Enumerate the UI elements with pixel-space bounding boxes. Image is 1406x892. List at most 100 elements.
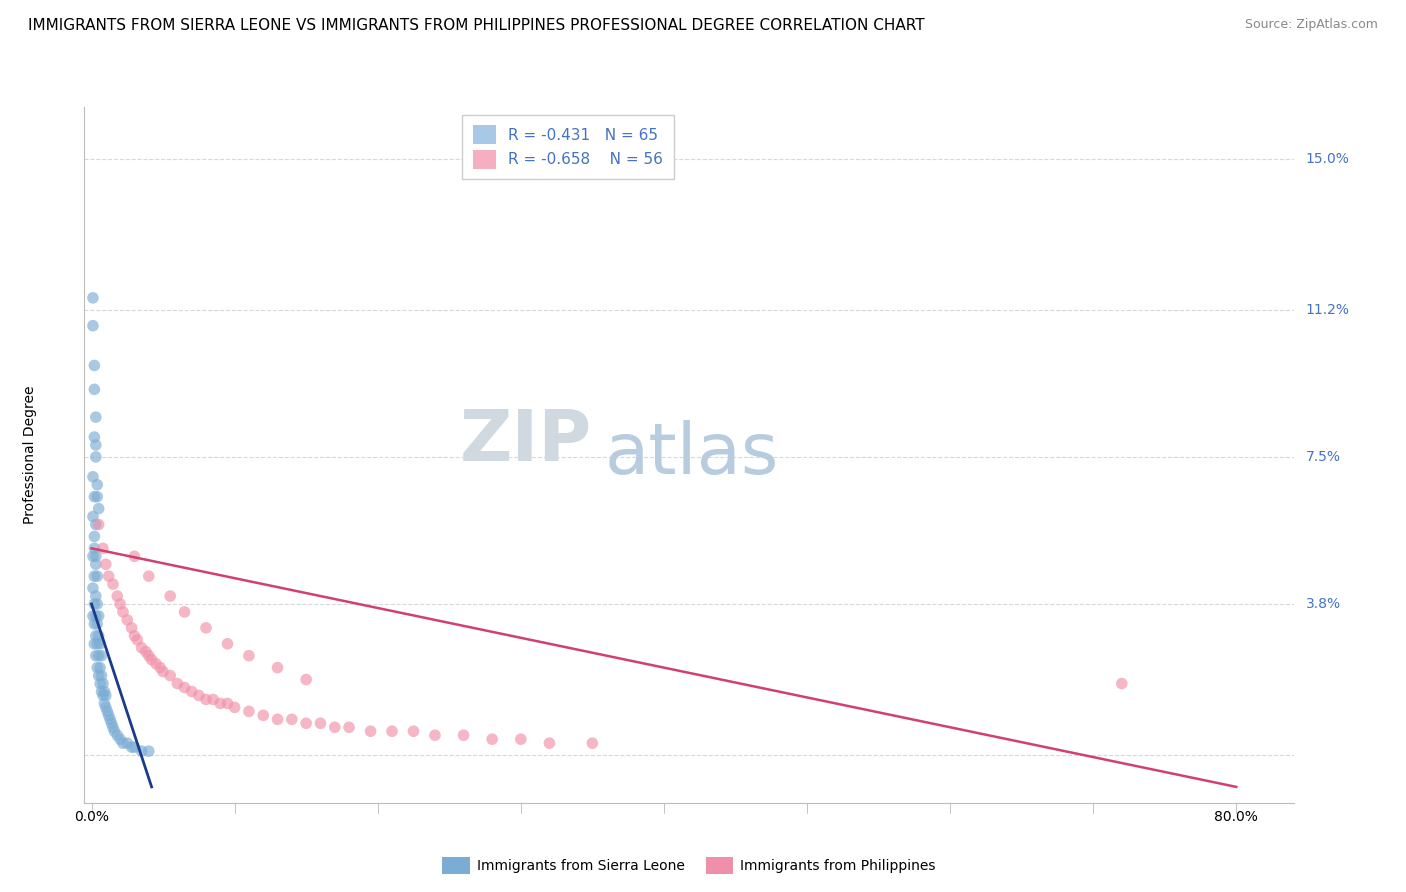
Point	[481, 732, 503, 747]
Point	[94, 558, 117, 572]
Point	[159, 589, 181, 603]
Point	[111, 605, 134, 619]
Text: 3.8%: 3.8%	[1306, 597, 1341, 611]
Point	[86, 660, 108, 674]
Point	[91, 676, 114, 690]
Point	[295, 716, 318, 731]
Point	[91, 541, 114, 556]
Point	[195, 692, 218, 706]
Point	[266, 660, 288, 674]
Point	[94, 689, 117, 703]
Point	[266, 712, 288, 726]
Point	[84, 549, 107, 564]
Point	[224, 700, 246, 714]
Point	[86, 597, 108, 611]
Point	[83, 616, 105, 631]
Point	[90, 684, 112, 698]
Point	[145, 657, 167, 671]
Point	[180, 684, 202, 698]
Point	[121, 740, 143, 755]
Point	[97, 569, 120, 583]
Point	[89, 676, 111, 690]
Point	[83, 529, 105, 543]
Point	[100, 716, 122, 731]
Point	[97, 708, 120, 723]
Text: IMMIGRANTS FROM SIERRA LEONE VS IMMIGRANTS FROM PHILIPPINES PROFESSIONAL DEGREE : IMMIGRANTS FROM SIERRA LEONE VS IMMIGRAN…	[28, 18, 925, 33]
Point	[90, 648, 112, 663]
Point	[117, 736, 139, 750]
Text: Source: ZipAtlas.com: Source: ZipAtlas.com	[1244, 18, 1378, 31]
Point	[131, 744, 153, 758]
Point	[101, 720, 124, 734]
Point	[83, 569, 105, 583]
Point	[96, 704, 118, 718]
Point	[90, 668, 112, 682]
Text: ZIP: ZIP	[460, 407, 592, 475]
Point	[117, 613, 139, 627]
Point	[238, 704, 260, 718]
Point	[131, 640, 153, 655]
Point	[173, 605, 195, 619]
Point	[127, 632, 149, 647]
Point	[423, 728, 446, 742]
Point	[83, 359, 105, 373]
Text: 80.0%: 80.0%	[1215, 810, 1258, 823]
Point	[217, 697, 239, 711]
Point	[152, 665, 174, 679]
Point	[159, 668, 181, 682]
Point	[108, 732, 131, 747]
Point	[138, 569, 160, 583]
Point	[86, 616, 108, 631]
Point	[87, 629, 110, 643]
Point	[149, 660, 172, 674]
Point	[86, 637, 108, 651]
Point	[581, 736, 603, 750]
Point	[82, 549, 104, 564]
Point	[309, 716, 332, 731]
Point	[86, 490, 108, 504]
Point	[187, 689, 209, 703]
Point	[402, 724, 425, 739]
Point	[91, 689, 114, 703]
Point	[83, 637, 105, 651]
Point	[86, 569, 108, 583]
Point	[82, 318, 104, 333]
Point	[281, 712, 304, 726]
Point	[217, 637, 239, 651]
Point	[124, 629, 146, 643]
Point	[87, 648, 110, 663]
Point	[103, 724, 125, 739]
Legend: Immigrants from Sierra Leone, Immigrants from Philippines: Immigrants from Sierra Leone, Immigrants…	[436, 851, 942, 880]
Point	[121, 621, 143, 635]
Point	[105, 728, 128, 742]
Point	[84, 410, 107, 425]
Point	[135, 645, 157, 659]
Text: 15.0%: 15.0%	[1306, 152, 1350, 166]
Text: 7.5%: 7.5%	[1306, 450, 1340, 464]
Point	[124, 740, 146, 755]
Text: atlas: atlas	[605, 420, 779, 490]
Point	[141, 653, 163, 667]
Point	[105, 589, 128, 603]
Point	[82, 509, 104, 524]
Point	[108, 597, 131, 611]
Point	[89, 637, 111, 651]
Point	[195, 621, 218, 635]
Point	[82, 581, 104, 595]
Point	[83, 382, 105, 396]
Point	[83, 490, 105, 504]
Point	[360, 724, 382, 739]
Point	[453, 728, 475, 742]
Point	[93, 684, 115, 698]
Point	[87, 501, 110, 516]
Point	[84, 629, 107, 643]
Point	[111, 736, 134, 750]
Text: 11.2%: 11.2%	[1306, 302, 1350, 317]
Point	[82, 291, 104, 305]
Point	[138, 744, 160, 758]
Point	[166, 676, 188, 690]
Point	[83, 430, 105, 444]
Point	[252, 708, 274, 723]
Point	[84, 558, 107, 572]
Point	[87, 668, 110, 682]
